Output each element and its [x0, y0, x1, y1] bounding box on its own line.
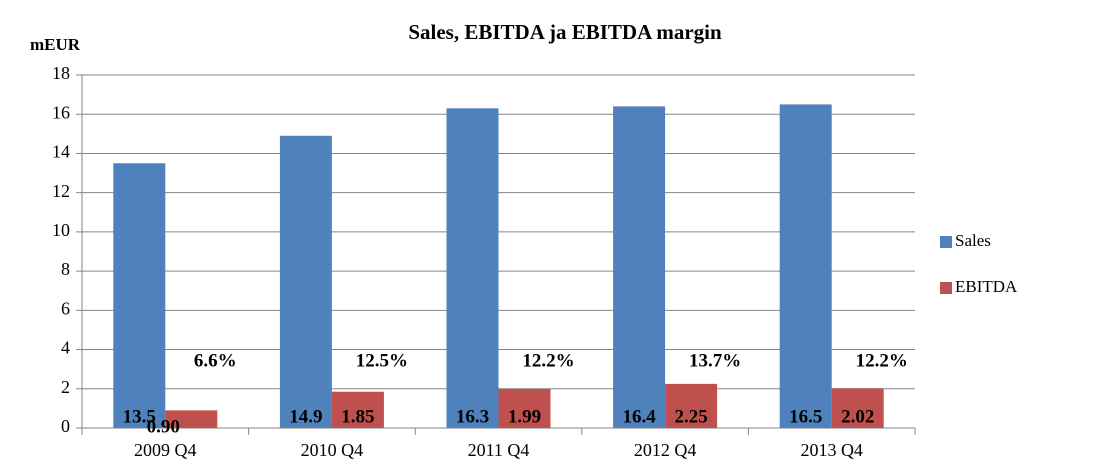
bar	[279, 135, 332, 429]
data-label: 14.9	[289, 406, 322, 427]
y-axis-label: mEUR	[30, 35, 81, 54]
data-label: 16.3	[456, 406, 489, 427]
x-tick-label: 2012 Q4	[634, 440, 697, 460]
y-tick-label: 0	[61, 416, 70, 436]
data-label: 16.5	[789, 406, 822, 427]
y-tick-label: 14	[52, 142, 70, 162]
margin-annotation: 13.7%	[689, 350, 741, 371]
y-tick-label: 4	[61, 338, 70, 358]
data-label: 2.25	[674, 406, 707, 427]
x-tick-label: 2009 Q4	[134, 440, 197, 460]
data-label: 1.85	[341, 406, 374, 427]
data-label: 13.5	[123, 406, 156, 427]
bar	[498, 388, 551, 428]
legend-swatch	[940, 282, 952, 294]
data-label: 0.90	[147, 417, 180, 438]
legend-label: Sales	[955, 231, 991, 250]
margin-annotation: 6.6%	[194, 350, 237, 371]
y-tick-label: 16	[52, 102, 70, 122]
margin-annotation: 12.2%	[522, 350, 574, 371]
bar	[165, 410, 218, 428]
y-tick-label: 8	[61, 259, 70, 279]
margin-annotation: 12.2%	[856, 350, 908, 371]
bar	[331, 391, 384, 428]
legend-label: EBITDA	[955, 277, 1018, 296]
bar	[613, 106, 666, 428]
margin-annotation: 12.5%	[356, 350, 408, 371]
bar	[831, 388, 884, 428]
y-tick-label: 12	[52, 181, 70, 201]
data-label: 2.02	[841, 406, 874, 427]
y-tick-label: 18	[52, 63, 70, 83]
chart-title: Sales, EBITDA ja EBITDA margin	[408, 20, 722, 44]
bar	[113, 163, 166, 428]
y-tick-label: 6	[61, 298, 70, 318]
bar	[446, 108, 499, 428]
y-tick-label: 2	[61, 377, 70, 397]
x-tick-label: 2011 Q4	[468, 440, 530, 460]
data-label: 16.4	[622, 406, 656, 427]
data-label: 1.99	[508, 406, 541, 427]
x-tick-label: 2010 Q4	[301, 440, 364, 460]
bar	[779, 104, 832, 429]
bar	[665, 383, 718, 428]
x-tick-label: 2013 Q4	[800, 440, 863, 460]
y-tick-label: 10	[52, 220, 70, 240]
legend-swatch	[940, 236, 952, 248]
